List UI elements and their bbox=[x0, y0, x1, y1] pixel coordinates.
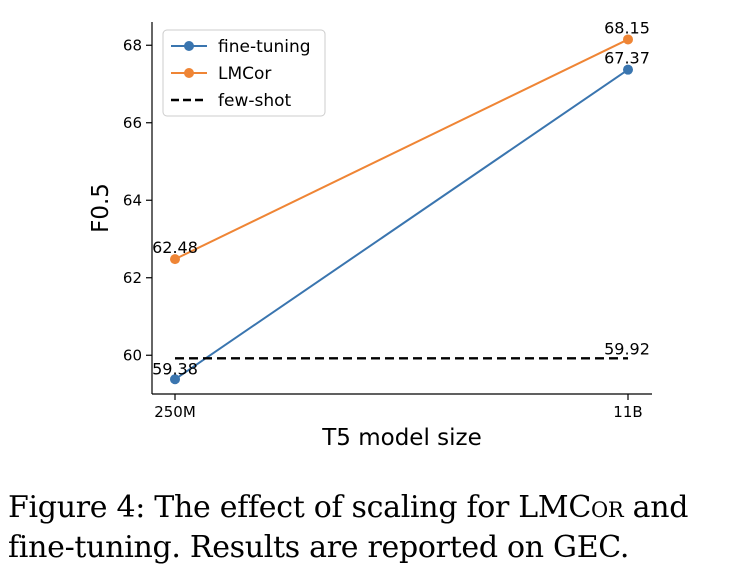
data-point-fine-tuning bbox=[623, 64, 633, 75]
data-point-LMCor bbox=[623, 34, 633, 45]
data-label: 59.38 bbox=[152, 359, 198, 378]
caption-smallcaps: or bbox=[591, 490, 624, 525]
y-tick-label: 60 bbox=[123, 346, 142, 364]
x-tick-label: 250M bbox=[154, 403, 196, 421]
caption-part-2: and fine-tuning. Results are reported on… bbox=[8, 490, 689, 565]
series-lines bbox=[170, 34, 633, 385]
data-label: 59.92 bbox=[604, 339, 650, 358]
axes: 60 62 64 66 68 250M 11B bbox=[123, 22, 652, 421]
y-axis-label: F0.5 bbox=[88, 183, 114, 233]
data-label: 68.15 bbox=[604, 18, 650, 37]
x-tick-label: 11B bbox=[613, 403, 642, 421]
legend-box bbox=[162, 29, 326, 117]
y-tick-label: 66 bbox=[123, 114, 142, 132]
legend-marker-fine-tuning bbox=[184, 41, 194, 51]
x-axis-label: T5 model size bbox=[321, 425, 482, 451]
legend: fine-tuning LMCor few-shot bbox=[162, 29, 326, 117]
y-tick-label: 64 bbox=[123, 191, 142, 209]
series-line-fine-tuning bbox=[174, 68, 629, 381]
series-line-LMCor bbox=[174, 38, 629, 261]
data-point-fine-tuning bbox=[170, 374, 180, 385]
y-tick-label: 68 bbox=[123, 36, 142, 54]
legend-label-LMCor: LMCor bbox=[218, 64, 271, 84]
y-tick-label: 62 bbox=[123, 269, 142, 287]
data-label: 62.48 bbox=[152, 238, 198, 257]
caption-part-1: Figure 4: The effect of scaling for LMC bbox=[8, 490, 591, 525]
data-label: 67.37 bbox=[604, 49, 650, 68]
legend-label-fine-tuning: fine-tuning bbox=[218, 37, 311, 57]
figure-caption: Figure 4: The effect of scaling for LMCo… bbox=[8, 488, 748, 568]
data-point-LMCor bbox=[170, 254, 180, 265]
legend-label-few-shot: few-shot bbox=[218, 91, 292, 111]
point-labels: 59.38 67.37 62.48 68.15 59.92 bbox=[152, 18, 650, 378]
legend-marker-LMCor bbox=[184, 68, 194, 78]
